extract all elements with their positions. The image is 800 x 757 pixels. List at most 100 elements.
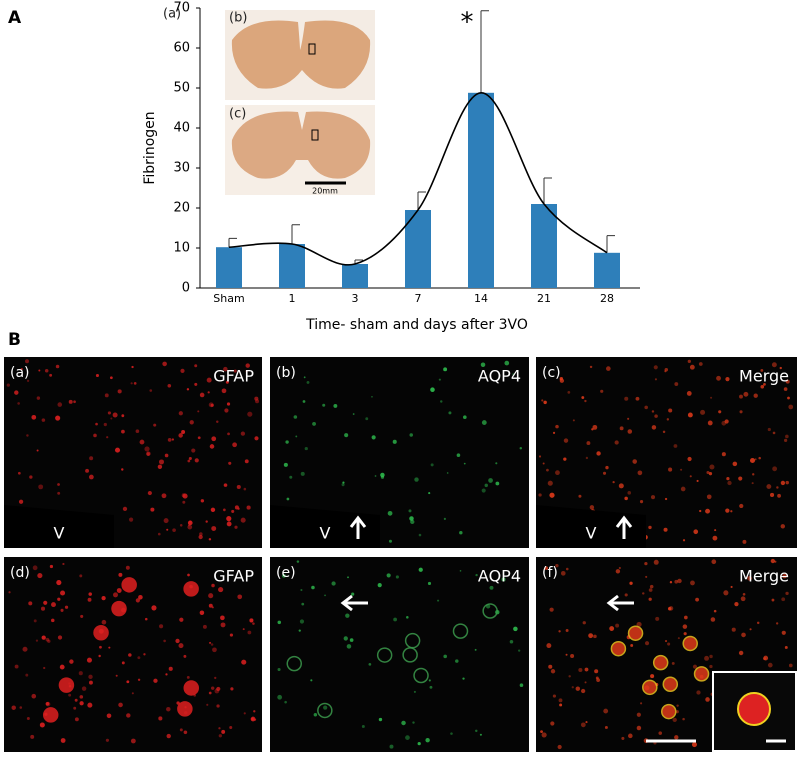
signal xyxy=(674,735,679,740)
signal xyxy=(676,704,679,707)
signal xyxy=(718,410,722,414)
signal xyxy=(197,436,201,440)
signal xyxy=(282,573,286,578)
signal xyxy=(430,463,434,467)
signal xyxy=(455,659,459,663)
signal xyxy=(559,376,564,381)
arrow xyxy=(349,515,367,539)
signal xyxy=(51,618,55,623)
signal xyxy=(706,471,710,475)
signal xyxy=(443,367,448,372)
signal xyxy=(199,532,203,536)
signal xyxy=(571,686,574,689)
signal xyxy=(386,573,391,578)
signal xyxy=(648,525,652,530)
signal xyxy=(542,462,545,465)
signal xyxy=(221,388,227,394)
signal xyxy=(619,426,624,431)
y-tick-label: 0 xyxy=(182,281,190,296)
signal xyxy=(209,641,212,644)
signal xyxy=(504,360,510,366)
signal xyxy=(707,420,713,426)
signal xyxy=(418,533,422,537)
signal xyxy=(695,597,699,602)
signal xyxy=(642,592,645,595)
cell xyxy=(610,640,627,657)
signal xyxy=(163,518,169,524)
signal xyxy=(753,393,758,398)
signal xyxy=(772,431,776,435)
signal xyxy=(696,479,699,483)
signal xyxy=(558,630,561,633)
signal xyxy=(479,733,482,736)
signal xyxy=(202,624,207,629)
signal xyxy=(637,470,643,476)
signal xyxy=(677,637,680,640)
signal xyxy=(543,400,547,405)
signal xyxy=(614,440,619,445)
signal xyxy=(312,422,316,426)
signal xyxy=(589,505,595,510)
signal xyxy=(788,663,793,668)
signal xyxy=(578,494,582,498)
signal xyxy=(580,722,586,728)
signal xyxy=(771,598,775,602)
x-tick-label: 1 xyxy=(289,292,296,305)
cell xyxy=(376,647,393,663)
signal xyxy=(229,726,233,730)
signal xyxy=(167,383,172,388)
signal xyxy=(680,468,683,471)
signal xyxy=(724,419,729,424)
stain-label: AQP4 xyxy=(478,567,521,586)
signal xyxy=(427,581,432,586)
signal xyxy=(725,508,730,513)
signal xyxy=(430,387,435,392)
signal xyxy=(208,593,214,599)
signal xyxy=(187,520,193,526)
signal xyxy=(28,601,33,606)
signal xyxy=(653,365,658,370)
signal xyxy=(183,654,187,658)
signal xyxy=(237,594,243,600)
signal xyxy=(738,650,744,656)
signal xyxy=(205,520,208,523)
signal xyxy=(55,415,61,421)
signal xyxy=(781,630,786,635)
bar xyxy=(216,247,242,288)
signal xyxy=(664,370,667,373)
signal xyxy=(448,411,452,415)
signal xyxy=(57,491,61,495)
signal xyxy=(57,597,61,601)
signal xyxy=(8,591,11,594)
signal xyxy=(650,674,655,679)
signal xyxy=(166,706,171,712)
signal xyxy=(214,688,220,694)
cell xyxy=(652,654,669,671)
signal xyxy=(596,451,601,456)
signal xyxy=(198,534,203,540)
signal xyxy=(159,624,164,629)
signal xyxy=(306,380,310,384)
signal xyxy=(60,608,64,612)
signal xyxy=(760,385,765,389)
signal xyxy=(615,623,620,628)
signal xyxy=(727,480,732,486)
signal xyxy=(126,680,130,684)
signal xyxy=(301,602,305,606)
signal xyxy=(106,436,109,439)
signal xyxy=(181,430,186,434)
cell xyxy=(121,577,137,593)
signal xyxy=(663,527,668,532)
signal xyxy=(137,656,141,660)
signal xyxy=(158,459,165,465)
signal xyxy=(437,599,440,602)
signal xyxy=(462,677,465,680)
signal xyxy=(785,379,790,384)
signal xyxy=(68,693,72,697)
vessel xyxy=(536,505,646,548)
x-tick-label: Sham xyxy=(213,292,244,305)
x-tick-label: 14 xyxy=(474,292,488,305)
signal xyxy=(595,676,599,680)
signal xyxy=(331,581,336,586)
panel-label: (d) xyxy=(10,565,30,581)
